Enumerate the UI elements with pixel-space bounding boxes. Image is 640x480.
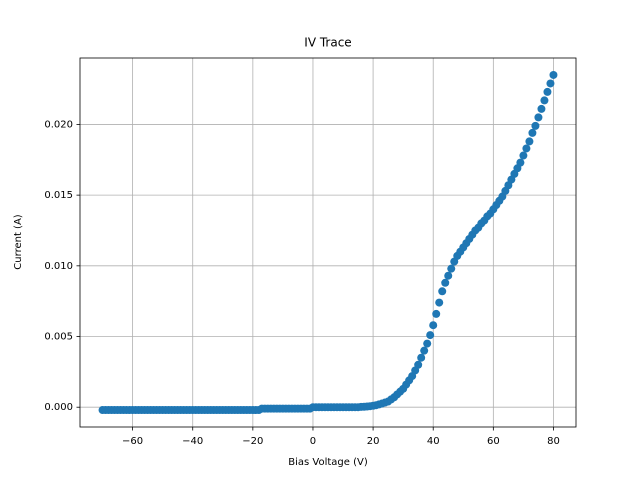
point <box>540 96 549 105</box>
x-tick-label: −20 <box>242 436 263 447</box>
axes-frame <box>79 57 577 428</box>
x-tick-label: −60 <box>122 436 143 447</box>
point <box>528 128 537 137</box>
point <box>426 331 435 340</box>
point <box>543 87 552 96</box>
y-tick-label: 0.005 <box>44 332 73 343</box>
y-tick-label: 0.020 <box>44 119 73 130</box>
point <box>438 287 447 296</box>
point <box>522 144 531 153</box>
point <box>444 271 453 280</box>
point <box>537 104 546 113</box>
y-tick-label: 0.015 <box>44 190 73 201</box>
point <box>435 298 444 307</box>
y-tick-label: 0.010 <box>44 261 73 272</box>
y-axis-label: Current (A) <box>13 214 24 269</box>
point <box>414 360 423 369</box>
point <box>549 70 558 79</box>
point <box>525 137 534 146</box>
point <box>429 321 438 330</box>
y-tick-label: 0.000 <box>44 402 73 413</box>
x-tick-label: 40 <box>427 436 440 447</box>
x-tick-label: 20 <box>367 436 380 447</box>
x-tick-label: 80 <box>547 436 560 447</box>
x-tick-label: −40 <box>182 436 203 447</box>
point <box>423 339 432 348</box>
point <box>432 309 441 318</box>
point <box>519 151 528 160</box>
point <box>534 113 543 122</box>
point <box>516 158 525 167</box>
point <box>441 278 450 287</box>
point <box>420 346 429 355</box>
x-tick-label: 60 <box>487 436 500 447</box>
point <box>546 79 555 88</box>
point <box>417 353 426 362</box>
x-tick-label: 0 <box>310 436 316 447</box>
x-axis-label: Bias Voltage (V) <box>288 457 368 468</box>
chart-title: IV Trace <box>304 36 351 50</box>
point <box>531 121 540 130</box>
point <box>447 264 456 273</box>
